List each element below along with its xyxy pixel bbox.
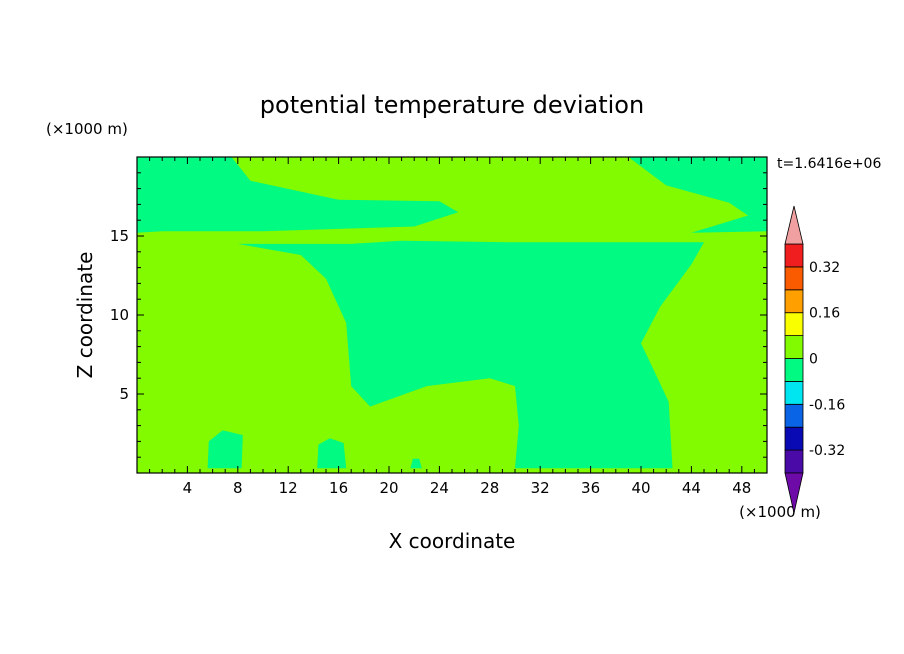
y-tick-label: 10 [110,306,129,324]
y-tick-label: 15 [110,227,129,245]
x-tick-label: 32 [531,479,550,497]
colorbar-box [784,335,804,359]
colorbar-box [784,312,804,337]
x-tick-label: 16 [329,479,348,497]
y-axis-label: Z coordinate [73,252,97,379]
field-region-upper-layer [137,157,459,233]
field-region-upper-right [628,157,767,233]
field-region-bubble-6 [207,430,243,469]
colorbar-box [784,449,804,474]
colorbar-label: -0.16 [809,397,845,413]
colorbar-box [784,289,804,314]
colorbar-box [784,426,804,451]
colorbar-over-triangle [784,205,804,245]
x-unit-label: (×1000 m) [739,503,821,521]
x-tick-label: 8 [233,479,243,497]
colorbar-label: -0.32 [809,443,845,459]
x-tick-label: 36 [581,479,600,497]
x-tick-label: 24 [430,479,449,497]
colorbar-box [784,243,804,268]
x-tick-label: 4 [183,479,193,497]
colorbar-under-triangle [784,472,804,514]
y-unit-label: (×1000 m) [46,120,128,138]
chart-title: potential temperature deviation [260,91,644,119]
colorbar-box [784,266,804,291]
field-region-bubble-15 [317,438,347,469]
colorbar-label: 0.32 [809,260,840,276]
colorbar-label: 0.16 [809,306,840,322]
x-tick-label: 44 [682,479,701,497]
x-tick-label: 48 [732,479,751,497]
field-region-bubble-22 [410,458,422,469]
x-tick-label: 28 [480,479,499,497]
x-tick-label: 12 [279,479,298,497]
field-region-central-plume [237,240,705,469]
colorbar-box [784,380,804,405]
y-tick-label: 5 [119,385,129,403]
x-tick-label: 40 [631,479,650,497]
colorbar: 0.32 0.16 0 -0.16 -0.32 [784,205,845,514]
y-axis: 5 10 15 [110,172,767,458]
time-label: t=1.6416e+06 [777,156,881,172]
heatmap-field [137,157,767,473]
x-axis: 4 8 12 16 20 24 28 32 36 40 44 48 [149,157,755,497]
x-tick-label: 20 [379,479,398,497]
x-axis-label: X coordinate [389,529,516,553]
colorbar-box [784,403,804,428]
colorbar-label: 0 [809,352,818,368]
colorbar-box [784,358,804,382]
